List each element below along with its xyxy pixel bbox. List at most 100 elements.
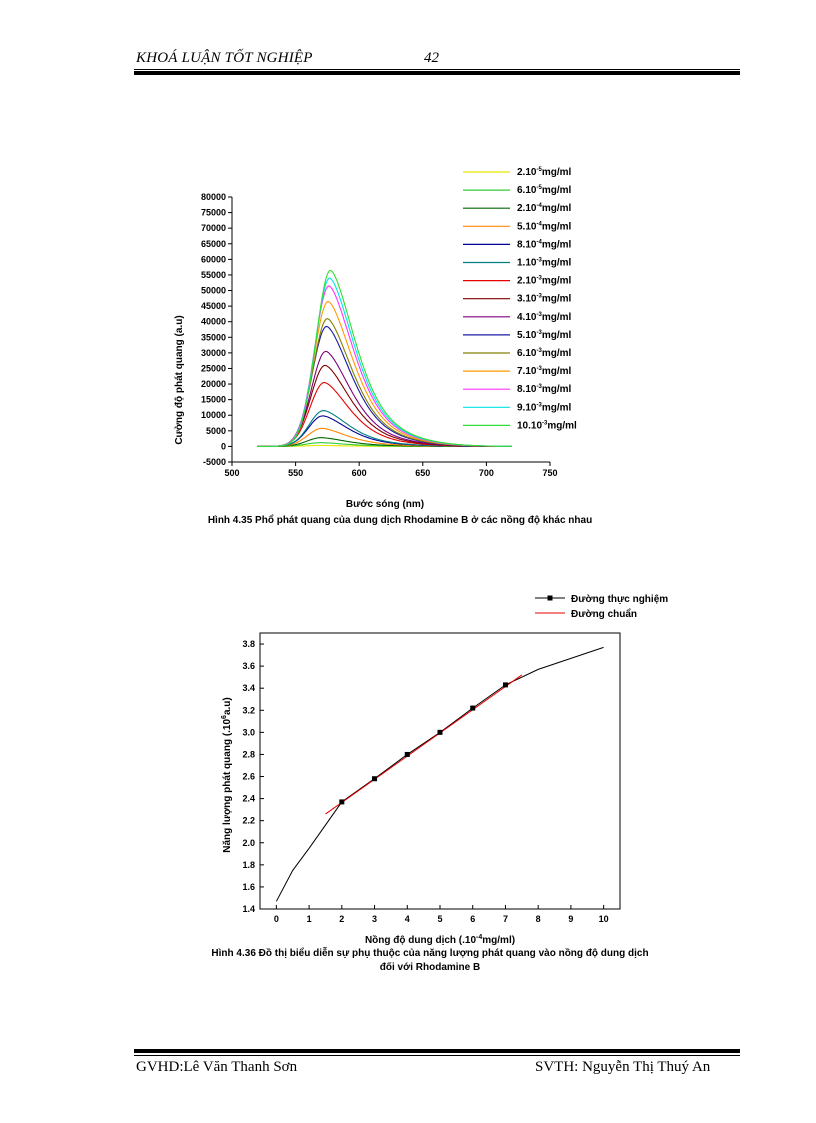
spectra-y-tick-label: 55000 — [201, 270, 226, 280]
spectra-series-line — [257, 269, 512, 447]
energy-y-tick-label: 3.6 — [242, 661, 255, 671]
spectra-legend-label: 10.10-3mg/ml — [517, 420, 577, 431]
spectra-curves — [257, 269, 512, 447]
energy-lines — [275, 646, 604, 902]
spectra-legend-label: 1.10-3mg/ml — [517, 258, 571, 269]
energy-y-tick-label: 1.8 — [242, 860, 255, 870]
spectra-y-tick-label: 70000 — [201, 223, 226, 233]
energy-frame — [259, 632, 621, 910]
energy-chart: 0 1 2 3 4 5 6 7 8 9 10 1.4 1.6 1.8 2.0 2.2 2.4 2.6 2.8 3.0 3… — [221, 594, 668, 946]
spectra-y-tick-label: 35000 — [201, 332, 226, 342]
spectra-x-tick-label: 700 — [479, 468, 494, 478]
spectra-series-line — [257, 277, 512, 447]
spectra-y-tick-label: 50000 — [201, 286, 226, 296]
energy-legend: Đường thực nghiệm Đường chuẩn — [535, 594, 668, 620]
energy-x-tick-label: 6 — [470, 914, 475, 924]
energy-x-tick-label: 5 — [437, 914, 442, 924]
spectra-series-line — [257, 301, 512, 447]
spectra-series-line — [257, 325, 512, 447]
spectra-legend-label: 2.10-5mg/ml — [517, 167, 571, 178]
energy-y-tick-label: 1.6 — [242, 882, 255, 892]
spectra-legend-label: 2.10-4mg/ml — [517, 203, 571, 214]
spectra-x-tick-label: 600 — [352, 468, 367, 478]
spectra-x-tick-label: 650 — [415, 468, 430, 478]
energy-y-tick-label: 2.4 — [242, 794, 255, 804]
spectra-y-tick-label: 45000 — [201, 301, 226, 311]
energy-legend-label-fit: Đường chuẩn — [571, 608, 637, 620]
spectra-y-tick-label: 80000 — [201, 192, 226, 202]
spectra-legend-label: 8.10-4mg/ml — [517, 239, 571, 250]
energy-y-tick-label: 2.6 — [242, 772, 255, 782]
spectra-y-tick-label: 20000 — [201, 379, 226, 389]
footer-student: SVTH: Nguyễn Thị Thuý An — [535, 1059, 711, 1075]
energy-x-tick-label: 9 — [568, 914, 573, 924]
energy-experimental-line — [275, 646, 604, 902]
energy-legend-marker — [547, 595, 553, 601]
energy-x-tick-label: 10 — [599, 914, 609, 924]
energy-x-tick-label: 0 — [274, 914, 279, 924]
energy-x-tick-label: 2 — [339, 914, 344, 924]
spectra-series-line — [257, 350, 512, 447]
spectra-y-tick-label: -5000 — [203, 457, 226, 467]
spectra-legend-label: 4.10-3mg/ml — [517, 312, 571, 323]
header-page-number: 42 — [424, 50, 439, 66]
energy-data-point — [470, 705, 476, 711]
footer-rule-thick — [134, 1049, 740, 1053]
energy-y-tick-label: 3.0 — [242, 727, 255, 737]
spectra-y-tick-label: 30000 — [201, 348, 226, 358]
energy-xlabel: Nồng độ dung dịch (.10-4mg/ml) — [365, 934, 515, 946]
energy-data-point — [404, 751, 410, 757]
spectra-legend: 2.10-5mg/ml 6.10-5mg/ml 2.10-4mg/ml 5.10-4m… — [463, 167, 577, 431]
spectra-legend-label: 6.10-5mg/ml — [517, 185, 571, 196]
energy-y-tick-label: 2.0 — [242, 838, 255, 848]
energy-y-tick-label: 3.8 — [242, 639, 255, 649]
footer-advisor: GVHD:Lê Văn Thanh Sơn — [136, 1059, 298, 1075]
energy-x-tick-label: 7 — [503, 914, 508, 924]
header-title: KHOÁ LUẬN TỐT NGHIỆP — [136, 50, 313, 66]
energy-y-tick-label: 2.8 — [242, 749, 255, 759]
energy-data-point — [502, 682, 508, 688]
energy-data-point — [437, 729, 443, 735]
energy-ylabel: Năng lượng phát quang (.106a.u) — [221, 697, 233, 852]
spectra-series-line — [257, 318, 512, 447]
spectra-y-tick-label: 10000 — [201, 410, 226, 420]
spectra-y-tick-label: 65000 — [201, 239, 226, 249]
energy-x-tick-label: 3 — [372, 914, 377, 924]
energy-y-tick-label: 2.2 — [242, 816, 255, 826]
spectra-x-tick-label: 550 — [288, 468, 303, 478]
spectra-y-tick-label: 75000 — [201, 208, 226, 218]
energy-x-tick-label: 4 — [405, 914, 410, 924]
spectra-legend-label: 3.10-3mg/ml — [517, 294, 571, 305]
spectra-y-tick-label: 0 — [221, 441, 226, 451]
figure2-caption-line2: đối với Rhodamine B — [379, 962, 481, 973]
spectra-legend-label: 5.10-3mg/ml — [517, 330, 571, 341]
header-rule-thick — [134, 71, 740, 75]
energy-x-tick-label: 8 — [536, 914, 541, 924]
footer-rule-thin — [134, 1055, 740, 1056]
spectra-series-line — [257, 285, 512, 447]
energy-fit-line — [325, 674, 523, 815]
spectra-x-tick-label: 500 — [224, 468, 239, 478]
figure2-caption-line1: Hình 4.36 Đồ thị biểu diễn sự phụ thuộc … — [211, 948, 649, 959]
energy-data-point — [339, 799, 345, 805]
energy-x-tick-label: 1 — [307, 914, 312, 924]
energy-y-tick-label: 1.4 — [242, 904, 255, 914]
spectra-y-tick-label: 40000 — [201, 317, 226, 327]
spectra-legend-label: 2.10-3mg/ml — [517, 276, 571, 287]
spectra-ylabel: Cường độ phát quang (a.u) — [174, 315, 185, 444]
spectra-x-tick-label: 750 — [542, 468, 557, 478]
spectra-axes: 500 550 600 650 700 750 -5000 0 5000 10000 15000 20… — [201, 192, 558, 478]
spectra-y-tick-label: 25000 — [201, 363, 226, 373]
spectra-legend-label: 6.10-3mg/ml — [517, 348, 571, 359]
energy-legend-label-experimental: Đường thực nghiệm — [571, 594, 668, 605]
spectra-legend-label: 7.10-3mg/ml — [517, 366, 571, 377]
spectra-y-tick-label: 15000 — [201, 395, 226, 405]
spectra-y-tick-label: 60000 — [201, 254, 226, 264]
spectra-legend-label: 8.10-3mg/ml — [517, 384, 571, 395]
header-rule-thin — [134, 69, 740, 70]
spectra-xlabel: Bước sóng (nm) — [346, 499, 424, 510]
spectra-chart: 500 550 600 650 700 750 -5000 0 5000 10000 15000 20… — [174, 167, 577, 510]
energy-axes: 0 1 2 3 4 5 6 7 8 9 10 1.4 1.6 1.8 2.0 2.2 2.4 2.6 2.8 3.0 3… — [242, 632, 621, 924]
energy-y-tick-label: 3.2 — [242, 705, 255, 715]
energy-y-tick-label: 3.4 — [242, 683, 255, 693]
